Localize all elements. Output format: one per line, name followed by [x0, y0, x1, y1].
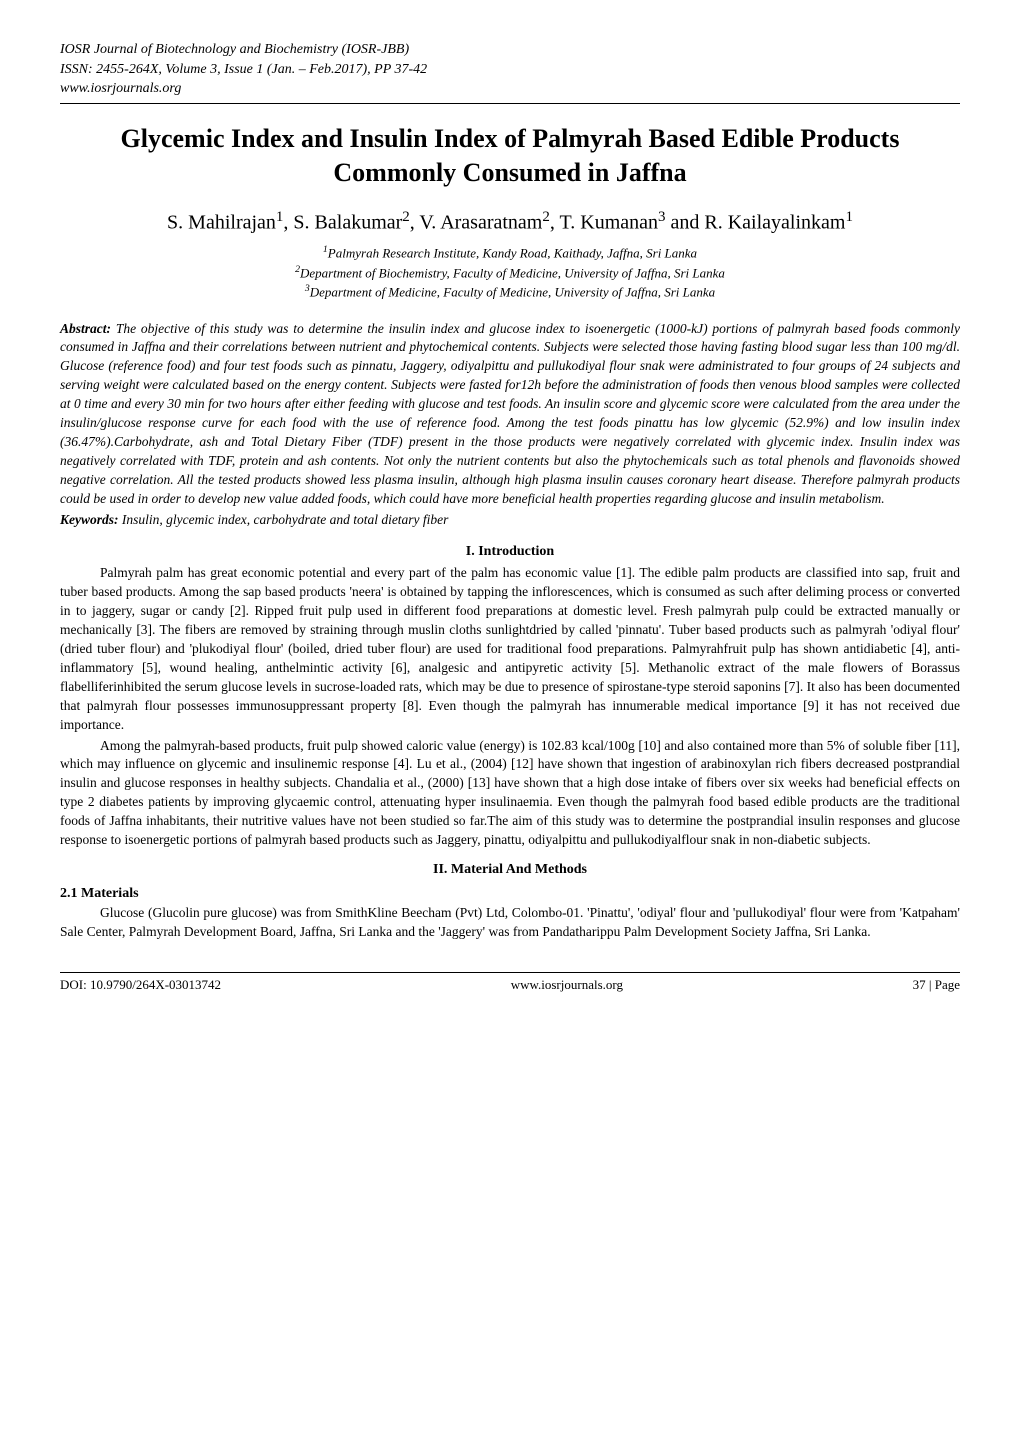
footer-page: 37 | Page — [913, 977, 960, 993]
affiliation-1: 11Palmyrah Research Institute, Kandy Roa… — [60, 243, 960, 263]
page-footer: DOI: 10.9790/264X-03013742 www.iosrjourn… — [60, 972, 960, 993]
footer-site: www.iosrjournals.org — [511, 977, 623, 993]
affiliation-1-text: Palmyrah Research Institute, Kandy Road,… — [328, 245, 697, 260]
affiliations-block: 11Palmyrah Research Institute, Kandy Roa… — [60, 243, 960, 302]
section-heading-introduction: I. Introduction — [60, 544, 960, 560]
journal-header: IOSR Journal of Biotechnology and Bioche… — [60, 40, 960, 99]
keywords-text: Insulin, glycemic index, carbohydrate an… — [119, 512, 449, 527]
materials-paragraph-1: Glucose (Glucolin pure glucose) was from… — [60, 904, 960, 942]
journal-issn: ISSN: 2455-264X, Volume 3, Issue 1 (Jan.… — [60, 60, 960, 80]
intro-paragraph-2: Among the palmyrah-based products, fruit… — [60, 737, 960, 850]
subsection-materials: 2.1 Materials — [60, 886, 960, 902]
abstract-label: Abstract: — [60, 321, 111, 336]
affiliation-3: 3Department of Medicine, Faculty of Medi… — [60, 282, 960, 302]
journal-url: www.iosrjournals.org — [60, 79, 960, 99]
abstract-block: Abstract: The objective of this study wa… — [60, 320, 960, 509]
keywords-block: Keywords: Insulin, glycemic index, carbo… — [60, 512, 960, 528]
keywords-label: Keywords: — [60, 512, 119, 527]
affiliation-3-text: Department of Medicine, Faculty of Medic… — [310, 284, 715, 299]
abstract-text: The objective of this study was to deter… — [60, 321, 960, 506]
header-divider — [60, 103, 960, 104]
journal-name: IOSR Journal of Biotechnology and Bioche… — [60, 40, 960, 60]
affiliation-2-text: Department of Biochemistry, Faculty of M… — [300, 265, 725, 280]
authors-line: S. Mahilrajan1, S. Balakumar2, V. Arasar… — [60, 207, 960, 237]
affiliation-2: 2Department of Biochemistry, Faculty of … — [60, 263, 960, 283]
section-heading-methods: II. Material And Methods — [60, 862, 960, 878]
footer-doi: DOI: 10.9790/264X-03013742 — [60, 977, 221, 993]
paper-title: Glycemic Index and Insulin Index of Palm… — [60, 122, 960, 190]
intro-paragraph-1: Palmyrah palm has great economic potenti… — [60, 564, 960, 734]
